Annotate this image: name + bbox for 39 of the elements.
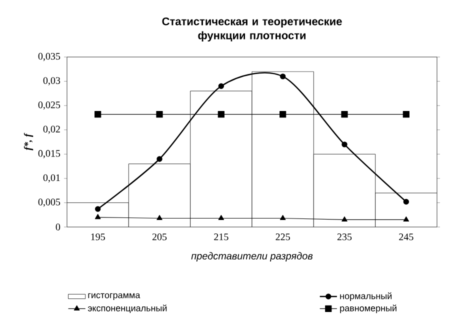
point [280, 214, 286, 220]
chart-title: Статистическая и теоретические функции плотности [162, 18, 342, 42]
y-tick-label: 0,025 [38, 101, 60, 110]
legend-label: экспоненциальный [88, 304, 167, 314]
point [342, 142, 348, 148]
y-tick-label: 0,015 [38, 150, 60, 158]
y-tick-label: 0,01 [43, 174, 60, 183]
y-tick-label: 0,03 [43, 77, 60, 86]
point [156, 111, 163, 118]
point [218, 111, 224, 118]
x-tick-label: 245 [399, 234, 414, 240]
x-tick-label: 215 [214, 234, 228, 240]
point [280, 111, 286, 118]
point [403, 216, 410, 222]
point [280, 74, 286, 80]
y-tick-label: 0,02 [43, 126, 60, 134]
x-axis-title: представители разрядов [191, 252, 313, 262]
point [342, 216, 348, 222]
point [341, 111, 348, 118]
point [218, 83, 224, 89]
point [94, 214, 101, 220]
x-tick-label: 205 [152, 234, 167, 240]
point [156, 214, 162, 220]
legend-label: нормальный [340, 292, 392, 301]
point [156, 156, 162, 162]
y-tick-label: 0 [56, 224, 60, 230]
point [218, 214, 224, 220]
legend-label: гистограмма [88, 293, 140, 300]
point [402, 111, 410, 118]
x-tick-label: 225 [276, 234, 290, 240]
x-tick-label: 195 [91, 234, 105, 240]
x-tick-label: 235 [337, 234, 352, 240]
point [94, 206, 101, 212]
point [403, 198, 410, 205]
y-axis-title: f*, f [24, 132, 34, 150]
y-tick-label: 0,035 [38, 52, 60, 62]
legend-label: равномерный [340, 304, 396, 314]
point [94, 111, 102, 118]
y-tick-label: 0,005 [38, 198, 60, 207]
